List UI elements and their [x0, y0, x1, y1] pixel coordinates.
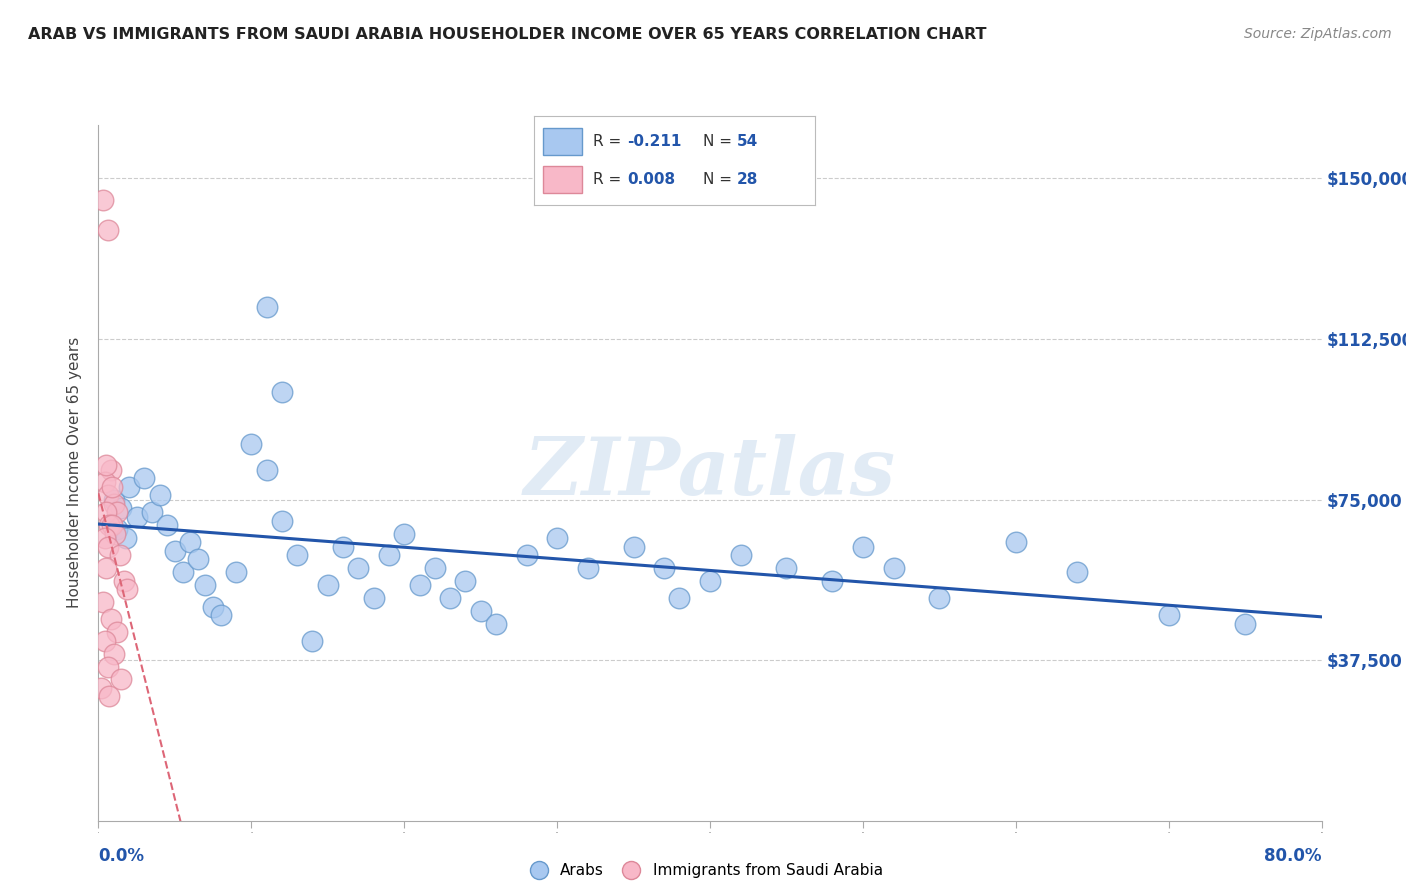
- Point: [301, 633, 323, 648]
- Point: [576, 561, 599, 575]
- Point: [91, 595, 114, 609]
- Point: [928, 591, 950, 605]
- Point: [546, 531, 568, 545]
- Point: [652, 561, 675, 575]
- Y-axis label: Householder Income Over 65 years: Householder Income Over 65 years: [67, 337, 83, 608]
- Text: 28: 28: [737, 172, 758, 186]
- Point: [93, 531, 115, 545]
- Text: 80.0%: 80.0%: [1264, 847, 1322, 865]
- Point: [332, 540, 354, 554]
- Text: R =: R =: [593, 172, 627, 186]
- Point: [194, 578, 217, 592]
- Point: [134, 471, 156, 485]
- Point: [98, 690, 121, 704]
- Text: N =: N =: [703, 135, 737, 149]
- Point: [105, 523, 128, 537]
- Point: [209, 608, 232, 623]
- Point: [105, 505, 128, 519]
- Text: ZIPatlas: ZIPatlas: [524, 434, 896, 511]
- Point: [730, 548, 752, 562]
- Point: [172, 566, 194, 580]
- Point: [439, 591, 461, 605]
- Point: [668, 591, 690, 605]
- Point: [485, 616, 508, 631]
- Point: [156, 518, 179, 533]
- Point: [118, 480, 141, 494]
- Point: [240, 437, 263, 451]
- Legend: Arabs, Immigrants from Saudi Arabia: Arabs, Immigrants from Saudi Arabia: [517, 857, 889, 884]
- Point: [103, 492, 125, 507]
- Text: ARAB VS IMMIGRANTS FROM SAUDI ARABIA HOUSEHOLDER INCOME OVER 65 YEARS CORRELATIO: ARAB VS IMMIGRANTS FROM SAUDI ARABIA HOU…: [28, 27, 987, 42]
- Point: [93, 475, 115, 490]
- Point: [256, 300, 278, 314]
- Point: [1234, 616, 1257, 631]
- Point: [392, 526, 416, 541]
- Point: [103, 497, 125, 511]
- Point: [347, 561, 370, 575]
- Text: N =: N =: [703, 172, 737, 186]
- Point: [94, 505, 117, 519]
- Point: [1157, 608, 1180, 623]
- Point: [408, 578, 430, 592]
- Point: [90, 681, 112, 695]
- Bar: [543, 128, 582, 155]
- Point: [821, 574, 844, 588]
- Point: [163, 544, 186, 558]
- Point: [104, 526, 127, 541]
- Bar: [543, 166, 582, 193]
- Point: [454, 574, 477, 588]
- Point: [775, 561, 797, 575]
- Point: [187, 552, 209, 566]
- Point: [363, 591, 385, 605]
- Point: [97, 659, 120, 673]
- Point: [110, 673, 132, 687]
- Point: [141, 505, 163, 519]
- Text: 0.0%: 0.0%: [98, 847, 145, 865]
- Point: [423, 561, 446, 575]
- Point: [179, 535, 201, 549]
- Point: [125, 509, 148, 524]
- Point: [270, 514, 294, 528]
- Point: [270, 385, 294, 400]
- Point: [285, 548, 308, 562]
- Point: [98, 518, 121, 533]
- Text: Source: ZipAtlas.com: Source: ZipAtlas.com: [1244, 27, 1392, 41]
- Point: [256, 462, 278, 476]
- Point: [91, 193, 114, 207]
- Point: [1066, 566, 1088, 580]
- Point: [97, 223, 120, 237]
- Point: [202, 599, 225, 614]
- Text: 0.008: 0.008: [627, 172, 675, 186]
- Point: [94, 458, 117, 473]
- Point: [110, 501, 132, 516]
- Point: [516, 548, 538, 562]
- Point: [699, 574, 721, 588]
- Text: R =: R =: [593, 135, 627, 149]
- Text: -0.211: -0.211: [627, 135, 682, 149]
- Point: [1004, 535, 1026, 549]
- Point: [97, 540, 120, 554]
- Point: [225, 566, 247, 580]
- Point: [105, 625, 128, 640]
- Point: [103, 647, 125, 661]
- Point: [623, 540, 645, 554]
- Point: [108, 548, 131, 562]
- Point: [112, 574, 135, 588]
- Point: [100, 462, 122, 476]
- Point: [316, 578, 339, 592]
- Point: [93, 633, 115, 648]
- Point: [117, 582, 139, 597]
- Text: 54: 54: [737, 135, 758, 149]
- Point: [100, 612, 122, 626]
- Point: [97, 488, 120, 502]
- Point: [852, 540, 875, 554]
- Point: [94, 561, 117, 575]
- Point: [378, 548, 401, 562]
- Point: [470, 604, 492, 618]
- Point: [101, 480, 124, 494]
- Point: [149, 488, 172, 502]
- Point: [115, 531, 138, 545]
- Point: [101, 518, 124, 533]
- Point: [883, 561, 905, 575]
